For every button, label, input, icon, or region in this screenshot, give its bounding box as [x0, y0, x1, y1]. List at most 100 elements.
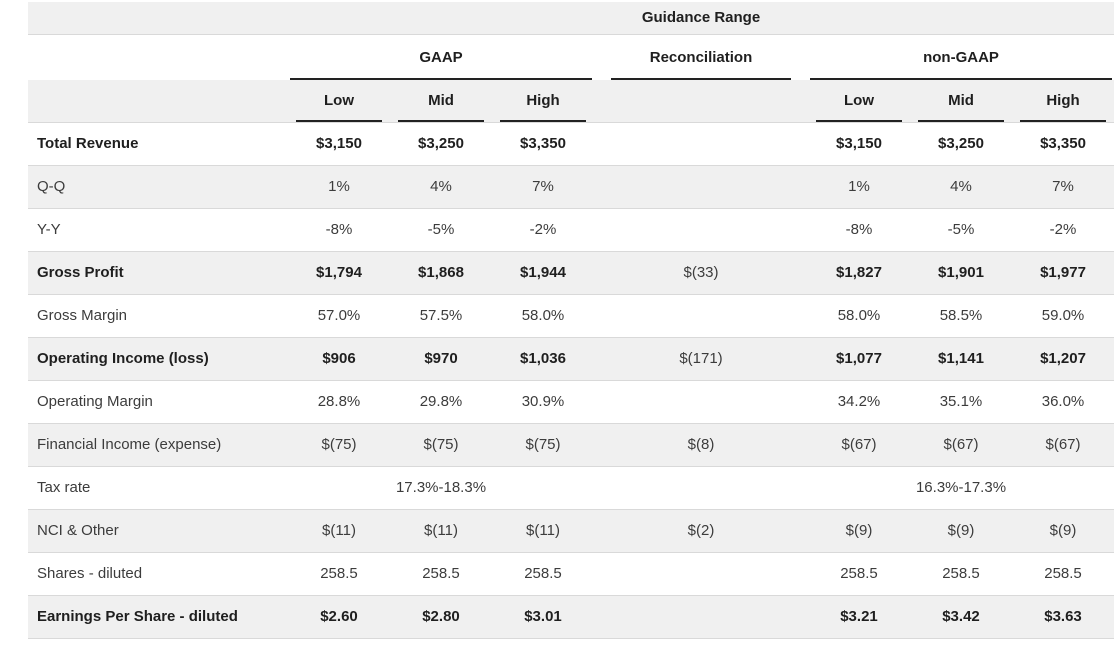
- table-row-total-revenue: Total Revenue $3,150 $3,250 $3,350 $3,15…: [28, 121, 1115, 165]
- non-gaap-low-value: $3,150: [808, 121, 910, 165]
- gaap-mid-value: $3,250: [390, 121, 492, 165]
- non-gaap-high-value: -2%: [1012, 207, 1115, 251]
- non-gaap-mid-value: $3,250: [910, 121, 1012, 165]
- gaap-mid-value: $970: [390, 336, 492, 380]
- gaap-high-value: 258.5: [492, 551, 594, 595]
- row-label: Operating Income (loss): [28, 336, 288, 380]
- gaap-low-value: $1,794: [288, 250, 390, 294]
- reconciliation-value: [594, 551, 808, 595]
- row-label: Financial Income (expense): [28, 422, 288, 466]
- non-gaap-mid-value: $1,901: [910, 250, 1012, 294]
- group-header-gaap: GAAP: [288, 34, 594, 80]
- non-gaap-low-value: $3.21: [808, 594, 910, 639]
- reconciliation-value: [594, 293, 808, 337]
- sub-header-non-gaap-high: High: [1012, 80, 1114, 122]
- gaap-mid-value: 57.5%: [390, 293, 492, 337]
- non-gaap-high-value: $3,350: [1012, 121, 1115, 165]
- gaap-low-value: $2.60: [288, 594, 390, 639]
- table-row-financial-income: Financial Income (expense) $(75) $(75) $…: [28, 422, 1115, 466]
- non-gaap-high-value: 7%: [1012, 164, 1115, 208]
- non-gaap-high-value: 258.5: [1012, 551, 1115, 595]
- non-gaap-mid-value: 35.1%: [910, 379, 1012, 423]
- spacer-cell: [28, 2, 288, 35]
- sub-header-row: Low Mid High Low Mid High: [28, 80, 1115, 122]
- gaap-low-value: $3,150: [288, 121, 390, 165]
- non-gaap-high-value: $1,977: [1012, 250, 1115, 294]
- table-row-shares-diluted: Shares - diluted 258.5 258.5 258.5 258.5…: [28, 551, 1115, 595]
- sub-header-gaap-low: Low: [288, 80, 390, 122]
- reconciliation-value: [594, 379, 808, 423]
- reconciliation-value: $(8): [594, 422, 808, 466]
- non-gaap-range-value: 16.3%-17.3%: [808, 465, 1115, 509]
- row-label: Tax rate: [28, 465, 288, 509]
- group-header-row: GAAP Reconciliation non-GAAP: [28, 34, 1115, 80]
- gaap-high-value: $3,350: [492, 121, 594, 165]
- table-row-operating-margin: Operating Margin 28.8% 29.8% 30.9% 34.2%…: [28, 379, 1115, 423]
- non-gaap-mid-value: 258.5: [910, 551, 1012, 595]
- non-gaap-low-value: 58.0%: [808, 293, 910, 337]
- group-header-non-gaap: non-GAAP: [808, 34, 1114, 80]
- spacer-cell: [28, 80, 288, 122]
- non-gaap-mid-value: $(9): [910, 508, 1012, 552]
- non-gaap-mid-value: $1,141: [910, 336, 1012, 380]
- sub-header-gaap-mid: Mid: [390, 80, 492, 122]
- gaap-high-value: $1,944: [492, 250, 594, 294]
- sub-header-non-gaap-mid: Mid: [910, 80, 1012, 122]
- group-header-reconciliation: Reconciliation: [594, 34, 808, 80]
- table-row-y-y: Y-Y -8% -5% -2% -8% -5% -2%: [28, 207, 1115, 251]
- gaap-high-value: -2%: [492, 207, 594, 251]
- gaap-low-value: $906: [288, 336, 390, 380]
- row-label: Gross Margin: [28, 293, 288, 337]
- gaap-low-value: 258.5: [288, 551, 390, 595]
- table-title-row: Guidance Range: [28, 2, 1115, 35]
- guidance-range-table: Guidance Range GAAP Reconciliation non-G…: [28, 2, 1115, 639]
- gaap-mid-value: $2.80: [390, 594, 492, 639]
- gaap-high-value: $(11): [492, 508, 594, 552]
- non-gaap-low-value: 258.5: [808, 551, 910, 595]
- table-row-q-q: Q-Q 1% 4% 7% 1% 4% 7%: [28, 164, 1115, 208]
- reconciliation-value: [594, 164, 808, 208]
- gaap-low-value: -8%: [288, 207, 390, 251]
- table-row-operating-income: Operating Income (loss) $906 $970 $1,036…: [28, 336, 1115, 380]
- row-label: Earnings Per Share - diluted: [28, 594, 288, 639]
- gaap-low-value: 1%: [288, 164, 390, 208]
- row-label: Total Revenue: [28, 121, 288, 165]
- gaap-high-value: $3.01: [492, 594, 594, 639]
- gaap-high-value: $(75): [492, 422, 594, 466]
- non-gaap-high-value: $1,207: [1012, 336, 1115, 380]
- table-row-tax-rate: Tax rate 17.3%-18.3% 16.3%-17.3%: [28, 465, 1115, 509]
- sub-header-gaap-high: High: [492, 80, 594, 122]
- reconciliation-value: [594, 121, 808, 165]
- spacer-cell: [28, 34, 288, 80]
- row-label: Operating Margin: [28, 379, 288, 423]
- non-gaap-mid-value: $(67): [910, 422, 1012, 466]
- table-row-nci-other: NCI & Other $(11) $(11) $(11) $(2) $(9) …: [28, 508, 1115, 552]
- gaap-mid-value: $1,868: [390, 250, 492, 294]
- gaap-low-value: 28.8%: [288, 379, 390, 423]
- table-row-eps-diluted: Earnings Per Share - diluted $2.60 $2.80…: [28, 594, 1115, 639]
- gaap-mid-value: $(11): [390, 508, 492, 552]
- gaap-range-value: 17.3%-18.3%: [288, 465, 594, 509]
- non-gaap-high-value: $(67): [1012, 422, 1115, 466]
- non-gaap-high-value: $(9): [1012, 508, 1115, 552]
- non-gaap-mid-value: 58.5%: [910, 293, 1012, 337]
- non-gaap-mid-value: 4%: [910, 164, 1012, 208]
- reconciliation-value: $(2): [594, 508, 808, 552]
- gaap-low-value: 57.0%: [288, 293, 390, 337]
- row-label: Gross Profit: [28, 250, 288, 294]
- gaap-low-value: $(11): [288, 508, 390, 552]
- row-label: NCI & Other: [28, 508, 288, 552]
- spacer-cell: [594, 80, 808, 122]
- table-title: Guidance Range: [288, 2, 1115, 35]
- reconciliation-value: $(33): [594, 250, 808, 294]
- reconciliation-value: [594, 465, 808, 509]
- row-label: Y-Y: [28, 207, 288, 251]
- non-gaap-low-value: $1,827: [808, 250, 910, 294]
- table-row-gross-margin: Gross Margin 57.0% 57.5% 58.0% 58.0% 58.…: [28, 293, 1115, 337]
- gaap-high-value: 58.0%: [492, 293, 594, 337]
- non-gaap-low-value: 34.2%: [808, 379, 910, 423]
- gaap-mid-value: 4%: [390, 164, 492, 208]
- non-gaap-low-value: 1%: [808, 164, 910, 208]
- non-gaap-low-value: $(67): [808, 422, 910, 466]
- gaap-mid-value: 258.5: [390, 551, 492, 595]
